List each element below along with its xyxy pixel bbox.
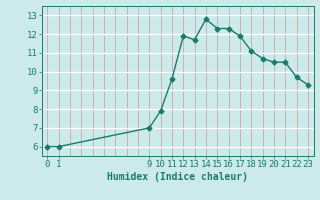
X-axis label: Humidex (Indice chaleur): Humidex (Indice chaleur) [107,172,248,182]
